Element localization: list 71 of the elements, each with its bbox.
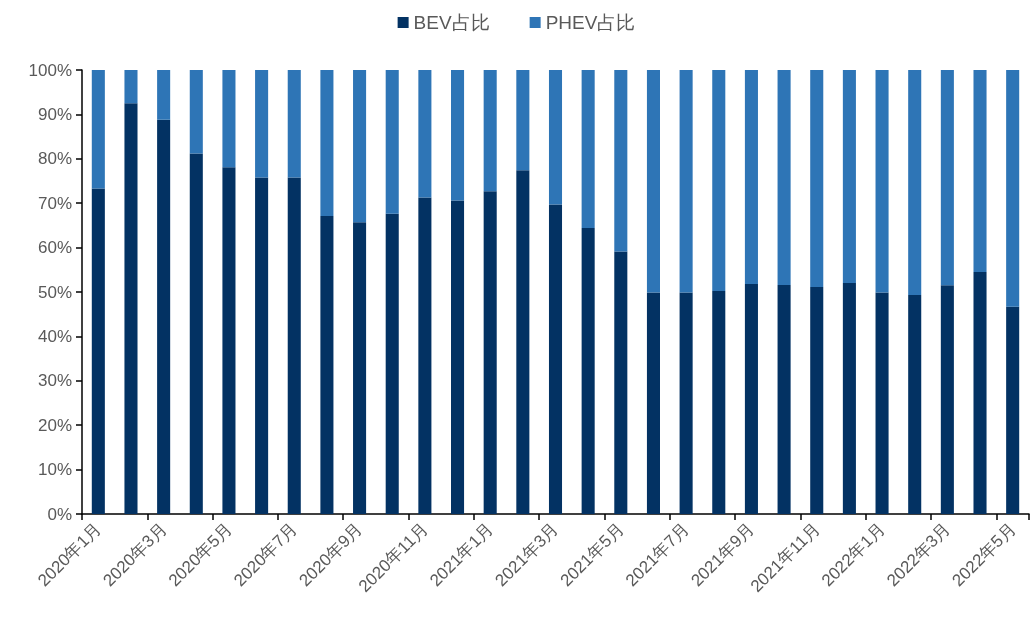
bar — [777, 284, 791, 514]
bar — [940, 70, 954, 286]
bar — [908, 70, 922, 296]
bar — [679, 292, 693, 514]
bar — [646, 292, 660, 514]
bar — [483, 70, 497, 192]
bar — [1006, 306, 1020, 514]
legend-label: BEV占比 — [413, 12, 490, 33]
y-tick-label: 10% — [37, 460, 72, 480]
bar — [385, 70, 399, 214]
bar — [287, 70, 301, 178]
bar — [777, 70, 791, 285]
bar — [712, 291, 726, 514]
bar — [908, 295, 922, 514]
bar — [483, 191, 497, 514]
bar — [255, 70, 269, 178]
bar — [679, 70, 693, 293]
y-tick-label: 20% — [37, 415, 72, 435]
bar — [940, 285, 954, 514]
bar — [548, 70, 563, 205]
y-tick-label: 60% — [37, 238, 72, 258]
y-tick-label: 30% — [37, 371, 72, 391]
bar — [451, 70, 465, 201]
bar — [287, 177, 301, 514]
bar — [385, 213, 399, 514]
y-tick-label: 50% — [37, 282, 72, 302]
y-tick-label: 40% — [37, 326, 72, 346]
bar — [581, 228, 595, 514]
bar — [124, 70, 138, 104]
bar — [320, 216, 334, 514]
bar — [810, 287, 824, 514]
bar — [353, 70, 367, 223]
bar — [451, 200, 465, 514]
y-tick-label: 90% — [37, 104, 72, 124]
bar — [124, 103, 138, 514]
bar — [91, 188, 105, 514]
bar — [581, 70, 595, 229]
bar — [744, 70, 758, 285]
bar — [157, 119, 171, 514]
legend-label: PHEV占比 — [545, 12, 636, 33]
bar — [516, 70, 530, 171]
bar — [842, 70, 856, 284]
bar — [222, 70, 236, 168]
bar — [157, 70, 171, 120]
bar — [875, 292, 889, 514]
bar — [614, 251, 628, 514]
bar — [91, 70, 105, 189]
bar — [320, 70, 334, 217]
bar — [973, 70, 987, 273]
bar — [548, 204, 563, 514]
bar — [418, 197, 432, 514]
bar — [353, 222, 367, 514]
bar — [189, 70, 203, 154]
bar — [189, 153, 203, 514]
bar — [712, 70, 726, 292]
y-tick-label: 80% — [37, 149, 72, 169]
bar — [810, 70, 824, 288]
bar — [418, 70, 432, 198]
bar — [516, 170, 530, 514]
bar — [646, 70, 660, 293]
bar — [255, 177, 269, 514]
bar — [744, 284, 758, 514]
bar — [842, 283, 856, 514]
bar — [973, 272, 987, 514]
y-tick-label: 0% — [47, 504, 72, 524]
bar — [875, 70, 889, 293]
bar — [1006, 70, 1020, 307]
y-tick-label: 70% — [37, 193, 72, 213]
y-tick-label: 100% — [28, 60, 72, 80]
bar — [222, 167, 236, 514]
bar — [614, 70, 628, 252]
